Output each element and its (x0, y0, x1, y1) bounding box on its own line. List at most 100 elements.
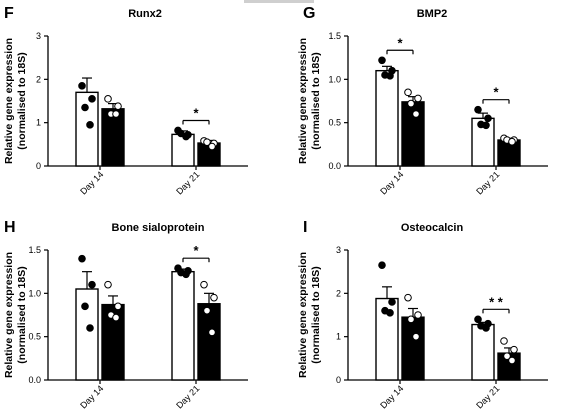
data-point-open (208, 142, 216, 151)
data-point-filled (88, 280, 96, 289)
data-point-open (203, 306, 211, 315)
data-point-open (112, 313, 120, 322)
data-point-open (414, 94, 422, 103)
data-point-open (412, 110, 420, 118)
bar-white (471, 323, 495, 381)
data-point-open (508, 356, 516, 365)
x-tick-label: Day 14 (78, 169, 105, 196)
y-tick-label: 1 (36, 118, 41, 128)
bar-white (375, 69, 399, 167)
x-tick-label: Day 21 (474, 169, 501, 196)
y-tick-label: 1.5 (28, 245, 41, 255)
y-tick-label: 0 (336, 375, 341, 385)
data-point-open (112, 110, 120, 118)
bar-black (401, 101, 425, 167)
x-tick-label: Day 14 (378, 169, 405, 196)
data-point-open (503, 352, 511, 360)
x-tick-label: Day 14 (378, 383, 405, 410)
data-point-open (203, 138, 211, 146)
data-point-open (210, 293, 218, 302)
significance-label: * (193, 243, 199, 258)
y-axis-label: Relative gene expression (297, 252, 309, 378)
data-point-filled (78, 82, 86, 90)
panel-letter: G (303, 5, 315, 22)
x-tick-label: Day 21 (174, 169, 201, 196)
panel-f: F Runx2 Relative gene expression (normalise… (3, 5, 248, 197)
x-tick-label: Day 21 (174, 383, 201, 410)
data-point-filled (482, 121, 490, 130)
y-tick-label: 0.0 (328, 161, 341, 171)
y-tick-label: 3 (36, 31, 41, 41)
data-point-filled (388, 298, 396, 306)
y-tick-label: 0.5 (28, 332, 41, 342)
panel-letter: F (4, 5, 14, 22)
bar-white (75, 288, 99, 381)
chart-title: Runx2 (128, 8, 162, 20)
panel-letter: I (303, 219, 307, 236)
chart-title: BMP2 (417, 8, 448, 20)
y-tick-label: 3 (336, 245, 341, 255)
data-point-open (200, 280, 208, 289)
data-point-open (114, 302, 122, 311)
panel-i: I Osteocalcin Relative gene expression (nor… (297, 219, 548, 411)
data-point-open (104, 280, 112, 289)
bar-white (171, 270, 195, 381)
data-point-filled (81, 103, 89, 112)
bar-black (101, 108, 125, 167)
data-point-filled (378, 261, 386, 269)
y-tick-label: 1.5 (328, 31, 341, 41)
y-tick-label: 2 (336, 288, 341, 298)
significance-label: * (397, 35, 403, 50)
panel-g: G BMP2 Relative gene expression (normalised… (297, 5, 548, 197)
data-point-filled (386, 72, 394, 80)
data-point-open (508, 137, 516, 146)
data-point-filled (81, 302, 89, 311)
panel-h: H Bone sialoprotein Relative gene expressi… (3, 219, 248, 411)
chart-title: Bone sialoprotein (112, 222, 205, 234)
y-tick-label: 0 (36, 161, 41, 171)
y-axis-label: Relative gene expression (3, 38, 15, 164)
data-point-open (407, 99, 415, 108)
bar-black (401, 316, 425, 381)
data-point-filled (88, 95, 96, 103)
data-point-filled (474, 105, 482, 114)
y-axis-label: Relative gene expression (3, 252, 15, 378)
y-axis-label: Relative gene expression (297, 38, 309, 164)
bar-black (197, 303, 221, 381)
data-point-open (412, 332, 420, 341)
chart-title: Osteocalcin (401, 222, 464, 234)
significance-label: * (493, 85, 499, 100)
data-point-filled (182, 132, 190, 141)
data-point-filled (182, 270, 190, 279)
data-point-open (510, 345, 518, 354)
significance-label: * * (489, 294, 504, 309)
y-tick-label: 0.5 (328, 118, 341, 128)
y-tick-label: 1.0 (328, 74, 341, 84)
data-point-filled (78, 254, 86, 263)
data-point-filled (86, 324, 94, 332)
x-tick-label: Day 21 (474, 383, 501, 410)
y-tick-label: 2 (36, 74, 41, 84)
data-point-open (208, 328, 216, 337)
data-point-filled (378, 56, 386, 65)
data-point-open (414, 311, 422, 319)
y-axis-label: (normalised to 18S) (16, 52, 28, 149)
data-point-open (500, 337, 508, 345)
y-tick-label: 1 (336, 332, 341, 342)
bar-white (171, 133, 195, 167)
y-axis-label: (normalised to 18S) (310, 266, 322, 363)
data-point-open (407, 315, 415, 324)
bar-white (75, 91, 99, 167)
x-tick-label: Day 14 (78, 383, 105, 410)
data-point-filled (474, 315, 482, 324)
data-point-open (404, 293, 412, 302)
y-tick-label: 1.0 (28, 288, 41, 298)
data-point-open (114, 102, 122, 110)
data-point-filled (484, 114, 492, 123)
y-tick-label: 0.0 (28, 375, 41, 385)
y-axis-label: (normalised to 18S) (310, 52, 322, 149)
cropped-header-fragment (244, 0, 314, 3)
data-point-filled (86, 121, 94, 129)
